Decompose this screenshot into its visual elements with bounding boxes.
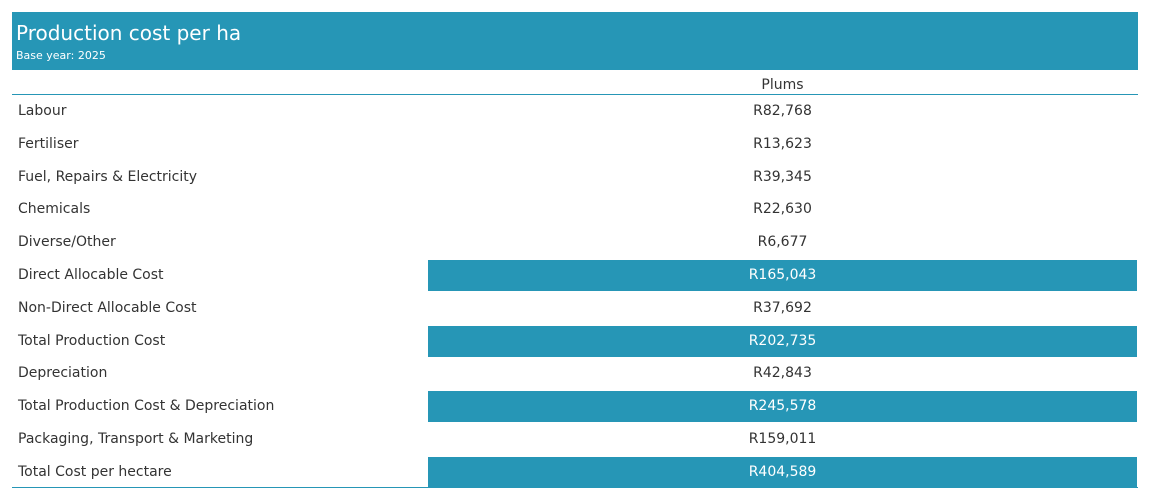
row-value: R82,768: [753, 103, 812, 119]
row-value-total: R245,578: [428, 391, 1137, 423]
row-label: Direct Allocable Cost: [18, 266, 164, 283]
row-label: Chemicals: [18, 201, 91, 218]
row-label: Non-Direct Allocable Cost: [18, 299, 197, 316]
row-value: R42,843: [753, 365, 812, 382]
table-row: Fuel, Repairs & Electricity R39,345: [12, 161, 1138, 194]
row-label: Diverse/Other: [18, 234, 116, 251]
row-label: Total Production Cost: [18, 332, 166, 349]
table-row: Non-Direct Allocable Cost R37,692: [12, 292, 1138, 325]
row-label: Fertiliser: [18, 135, 79, 152]
row-value-total: R165,043: [428, 259, 1137, 291]
row-value: R39,345: [753, 168, 812, 185]
row-label: Fuel, Repairs & Electricity: [18, 168, 198, 185]
row-value-total: R404,589: [428, 456, 1137, 488]
bottom-divider: [12, 487, 1138, 488]
row-value: R159,011: [748, 430, 817, 447]
row-label: Total Production Cost & Depreciation: [18, 398, 275, 415]
table-row: Total Production Cost & Depreciation R245…: [12, 390, 1138, 423]
row-label: Total Cost per hectare: [18, 463, 172, 480]
table-row: Labour R82,768: [12, 95, 1138, 128]
column-header-plums: Plums: [761, 77, 804, 93]
row-label: Depreciation: [18, 365, 108, 382]
row-value: R13,623: [753, 135, 812, 152]
row-value: R22,630: [753, 201, 812, 218]
table-row: Direct Allocable Cost R165,043: [12, 259, 1138, 292]
table-row: Packaging, Transport & Marketing R159,011: [12, 423, 1138, 456]
row-value-total: R202,735: [428, 325, 1137, 357]
header-divider: [12, 94, 1138, 95]
page-title: Production cost per ha: [16, 21, 242, 45]
title-banner: Production cost per ha Base year: 2025: [12, 12, 1138, 70]
row-label: Packaging, Transport & Marketing: [18, 430, 254, 447]
table-row: Total Cost per hectare R404,589: [12, 456, 1138, 489]
table-row: Diverse/Other R6,677: [12, 226, 1138, 259]
table-row: Total Production Cost R202,735: [12, 325, 1138, 358]
table-row: Chemicals R22,630: [12, 193, 1138, 226]
row-value: R6,677: [757, 234, 808, 251]
table-row: Depreciation R42,843: [12, 357, 1138, 390]
row-value: R37,692: [753, 299, 812, 316]
table-row: Fertiliser R13,623: [12, 128, 1138, 161]
cost-table: Labour R82,768 Fertiliser R13,623 Fuel, Repa…: [12, 95, 1138, 489]
row-label: Labour: [18, 103, 67, 119]
page-subtitle: Base year: 2025: [16, 49, 106, 62]
